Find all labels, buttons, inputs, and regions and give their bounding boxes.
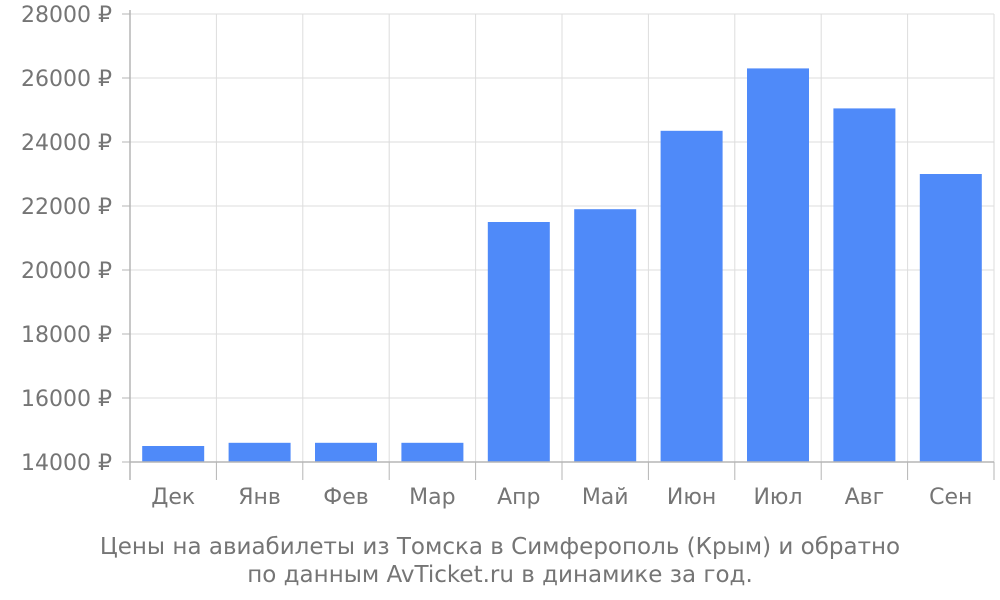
x-tick-label: Дек bbox=[151, 485, 195, 510]
bar bbox=[574, 209, 637, 462]
price-bar-chart: 14000 ₽ 16000 ₽ 18000 ₽ 20000 ₽ 22000 ₽ 24000… bbox=[21, 3, 995, 510]
x-tick-label: Июн bbox=[667, 485, 716, 510]
bar bbox=[833, 108, 896, 463]
y-tick-label: 26000 ₽ bbox=[21, 67, 112, 92]
chart-caption-line-2: по данным AvTicket.ru в динамике за год. bbox=[247, 562, 753, 588]
y-tick-label: 16000 ₽ bbox=[21, 387, 112, 412]
x-tick-label: Янв bbox=[238, 485, 281, 510]
bar bbox=[747, 68, 809, 463]
chart-caption-line-1: Цены на авиабилеты из Томска в Симферопо… bbox=[99, 534, 901, 560]
axes bbox=[122, 10, 995, 480]
bar bbox=[660, 130, 723, 463]
bar bbox=[487, 222, 550, 462]
x-tick-label: Авг bbox=[845, 485, 885, 510]
y-tick-label: 24000 ₽ bbox=[21, 131, 112, 156]
bar bbox=[142, 446, 205, 462]
x-tick-label: Мар bbox=[409, 485, 455, 510]
y-tick-label: 18000 ₽ bbox=[21, 323, 112, 348]
y-tick-label: 20000 ₽ bbox=[21, 259, 112, 284]
x-tick-label: Фев bbox=[323, 485, 368, 510]
y-tick-labels: 14000 ₽ 16000 ₽ 18000 ₽ 20000 ₽ 22000 ₽ 24000… bbox=[21, 3, 112, 476]
y-tick-label: 22000 ₽ bbox=[21, 195, 112, 220]
bar bbox=[919, 174, 982, 462]
x-tick-labels: Дек Янв Фев Мар Апр Май Июн Июл Авг Сен bbox=[151, 485, 972, 510]
grid-lines bbox=[129, 13, 995, 463]
y-tick-label: 14000 ₽ bbox=[21, 451, 112, 476]
bar bbox=[315, 442, 377, 462]
bar bbox=[401, 442, 464, 462]
bars bbox=[142, 68, 982, 463]
y-tick-label: 28000 ₽ bbox=[21, 3, 112, 28]
x-tick-label: Июл bbox=[753, 485, 802, 510]
bar bbox=[228, 442, 291, 462]
x-tick-label: Сен bbox=[929, 485, 972, 510]
x-tick-label: Май bbox=[582, 485, 629, 510]
x-tick-label: Апр bbox=[497, 485, 540, 510]
